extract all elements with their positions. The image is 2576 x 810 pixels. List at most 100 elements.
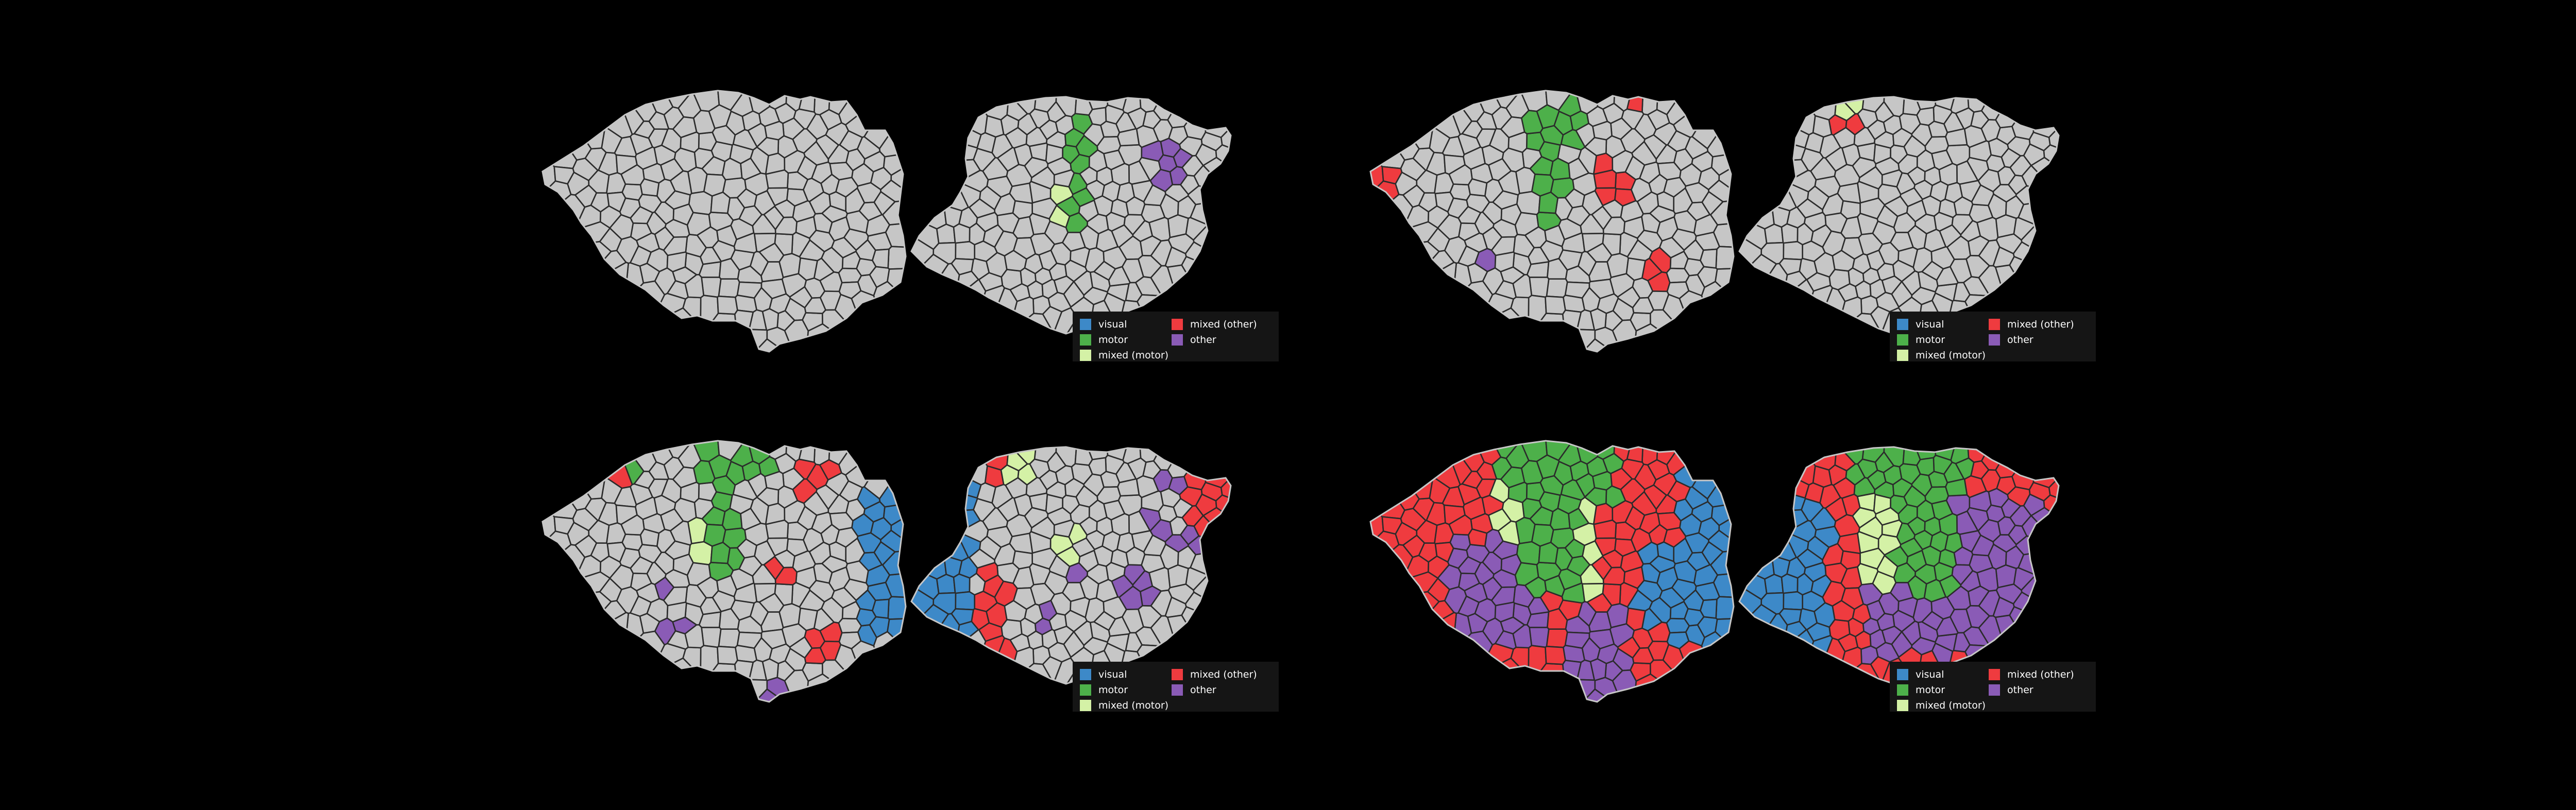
parcel	[1980, 119, 2001, 143]
legend-swatch	[1897, 700, 1908, 711]
parcel	[1648, 524, 1668, 546]
parcel	[1824, 497, 1848, 522]
parcel	[1074, 447, 1093, 466]
parcel	[1437, 214, 1462, 240]
parcel	[588, 520, 610, 544]
parcel	[1088, 457, 1107, 476]
parcel	[1706, 442, 1734, 508]
parcel	[1564, 281, 1590, 299]
parcel	[1907, 225, 1927, 250]
parcel	[718, 628, 740, 648]
parcel	[1089, 149, 1108, 173]
parcel	[1789, 634, 1833, 684]
parcel	[734, 660, 754, 688]
parcel	[1047, 291, 1072, 313]
parcel	[856, 257, 877, 277]
parcel	[1701, 631, 1734, 702]
parcel	[1494, 601, 1515, 623]
legend-item-other: other	[1172, 682, 1216, 698]
parcel	[1739, 164, 1775, 230]
parcel	[1138, 447, 1171, 463]
parcel	[851, 290, 899, 352]
parcel	[911, 253, 950, 328]
parcel	[2005, 545, 2025, 570]
parcel	[701, 627, 722, 648]
legend-label: motor	[1916, 684, 1945, 696]
legend-item-mixed-other: mixed (other)	[1989, 667, 2074, 682]
parcel	[820, 524, 840, 546]
parcel	[1967, 507, 1990, 532]
parcel	[1529, 627, 1550, 648]
parcel	[1029, 531, 1052, 554]
parcel	[711, 475, 736, 496]
parcel	[1501, 497, 1525, 523]
parcel	[1906, 549, 1927, 573]
legend-swatch	[1080, 319, 1091, 330]
parcel	[1673, 210, 1697, 234]
parcel	[1093, 611, 1116, 631]
parcel	[666, 630, 689, 650]
parcel	[1215, 494, 1231, 559]
legend-item-other: other	[1989, 332, 2033, 348]
parcel	[553, 166, 575, 185]
parcel	[1458, 205, 1482, 225]
parcel	[543, 262, 629, 352]
parcel	[635, 496, 658, 520]
parcel	[1538, 542, 1558, 564]
parcel	[543, 441, 592, 511]
legend-item-visual: visual	[1897, 317, 1944, 332]
parcel	[1739, 167, 1797, 212]
legend-label: motor	[1916, 334, 1945, 346]
legend-label: visual	[1098, 669, 1127, 680]
parcel	[1539, 125, 1564, 146]
parcel	[1202, 507, 1231, 564]
parcel	[1088, 107, 1107, 126]
parcel	[955, 591, 975, 611]
parcel	[1667, 130, 1691, 152]
parcel	[1591, 205, 1613, 230]
parcel	[819, 459, 842, 481]
parcel	[1582, 232, 1605, 253]
parcel	[1783, 591, 1803, 611]
parcel	[543, 544, 586, 609]
parcel	[700, 247, 722, 265]
parcel	[1913, 179, 1933, 200]
parcel	[1815, 313, 1883, 334]
parcel	[1520, 460, 1544, 485]
parcel	[653, 494, 676, 516]
parcel	[943, 204, 963, 228]
parcel	[1951, 564, 1974, 585]
hemisphere-outline	[910, 446, 1232, 685]
parcel	[911, 97, 982, 149]
parcel	[1649, 597, 1672, 624]
parcel	[1444, 586, 1467, 614]
parcel	[1444, 236, 1467, 264]
parcel	[2043, 494, 2059, 559]
parcel	[635, 146, 658, 170]
parcel	[1966, 97, 1998, 113]
parcel	[672, 466, 698, 489]
parcel	[1804, 562, 1827, 583]
parcel	[1624, 156, 1646, 180]
parcel	[664, 190, 691, 210]
legend-item-other: other	[1989, 682, 2033, 698]
legend-item-mixed-motor: mixed (motor)	[1897, 348, 1986, 363]
parcel	[1093, 261, 1116, 281]
parcel	[1528, 597, 1550, 615]
parcel	[873, 631, 906, 702]
parcel	[978, 272, 1004, 292]
parcel	[1381, 516, 1403, 535]
parcel	[1529, 276, 1550, 298]
parcel	[700, 597, 722, 615]
legend-swatch	[1080, 684, 1091, 696]
parcel	[987, 313, 1055, 334]
parcel	[878, 442, 906, 508]
parcel	[717, 295, 738, 315]
parcel	[1650, 309, 1710, 352]
parcel	[1584, 487, 1607, 507]
parcel	[1117, 128, 1140, 147]
parcel	[793, 108, 817, 130]
parcel	[1528, 247, 1550, 265]
parcel	[821, 597, 844, 624]
parcel	[2030, 507, 2059, 564]
